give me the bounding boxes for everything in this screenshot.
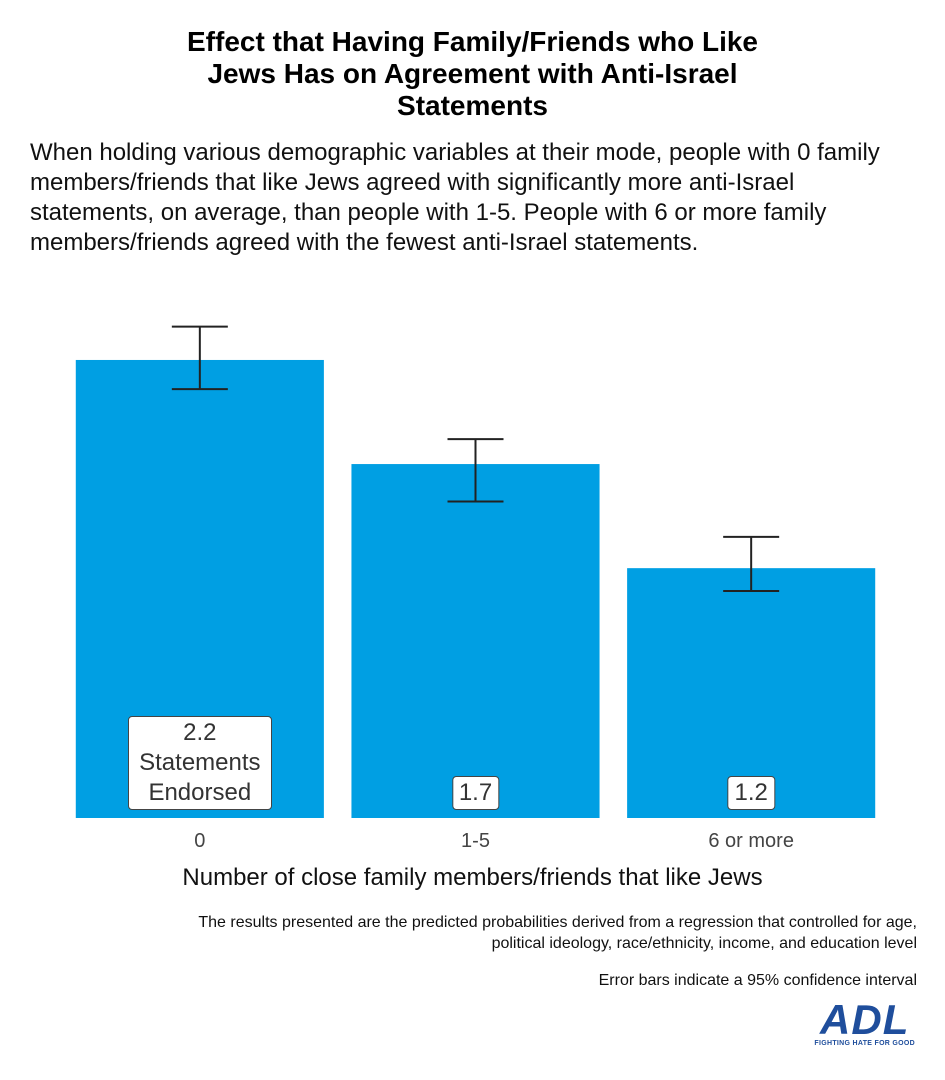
note: The results presented are the predicted …	[198, 914, 917, 952]
logo-tagline: FIGHTING HATE FOR GOOD	[814, 1040, 915, 1047]
chart-title: Effect that Having Family/Friends who Li…	[187, 26, 758, 121]
note: Error bars indicate a 95% confidence int…	[598, 972, 917, 989]
data-label: 1.2	[727, 776, 775, 810]
data-label: 1.7	[451, 776, 500, 810]
x-axis-label: Number of close family members/friends t…	[182, 864, 763, 891]
logo-text: ADL	[820, 996, 910, 1043]
x-tick-label: 6 or more	[708, 830, 794, 852]
x-tick-label: 0	[194, 830, 206, 852]
bar	[351, 464, 600, 818]
x-tick-label: 1-5	[461, 830, 490, 852]
data-label: 2.2 Statements Endorsed	[127, 716, 272, 810]
chart-subtitle: When holding various demographic variabl…	[30, 139, 880, 256]
logo: ADL FIGHTING HATE FOR GOOD	[814, 996, 915, 1048]
